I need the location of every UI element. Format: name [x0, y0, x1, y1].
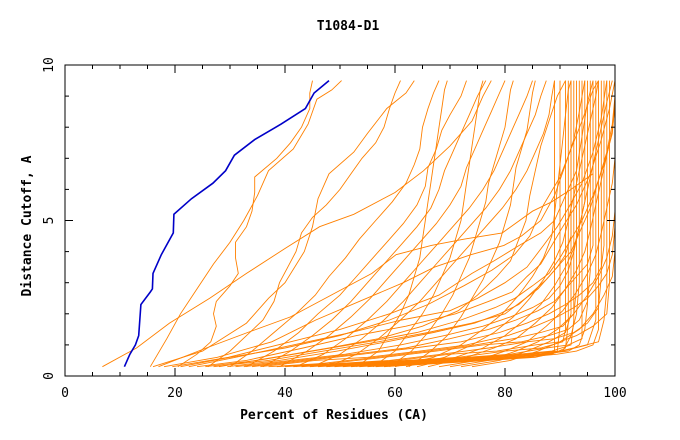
series-line-45: [427, 80, 616, 368]
x-tick-label: 20: [167, 386, 183, 401]
series-line-23: [309, 80, 583, 368]
series-line-20: [284, 80, 602, 368]
series-line-27: [342, 80, 588, 368]
x-tick-label: 60: [387, 386, 403, 401]
series-line-52: [389, 80, 514, 368]
series-line-12: [218, 80, 566, 368]
series-line-5: [163, 80, 586, 368]
series-line-10: [205, 80, 616, 368]
series-line-42: [394, 80, 572, 368]
y-tick-label: 5: [42, 217, 57, 225]
series-line-32: [383, 80, 580, 368]
series-line-31: [375, 80, 555, 368]
series-line-22: [301, 80, 566, 368]
x-tick-label: 80: [497, 386, 513, 401]
series-line-14: [235, 80, 586, 368]
y-tick-label: 0: [42, 372, 57, 380]
series-line-35: [229, 80, 440, 368]
series-line-40: [312, 80, 547, 368]
series-line-6: [172, 80, 594, 368]
series-line-53: [408, 80, 536, 368]
series-layer: [102, 79, 616, 368]
series-line-39: [295, 80, 533, 368]
series-line-50: [356, 80, 448, 368]
series-line-38: [279, 80, 506, 368]
chart-title: T1084-D1: [317, 19, 380, 34]
series-line-1: [102, 80, 492, 368]
series-line-33: [177, 80, 313, 368]
y-axis-label: Distance Cutoff, A: [20, 155, 35, 296]
series-line-19: [276, 80, 591, 368]
x-tick-label: 0: [61, 386, 69, 401]
ticks-layer: 0 20 40 60 80 100 0 5 10: [42, 57, 627, 401]
series-line-44: [416, 80, 613, 368]
series-line-7: [180, 80, 599, 368]
series-line-43: [405, 80, 599, 368]
series-line-36: [246, 80, 467, 368]
series-line-3: [152, 80, 415, 368]
series-line-51: [372, 80, 484, 368]
highlight-series-line: [123, 79, 330, 368]
x-tick-label: 100: [603, 386, 626, 401]
x-tick-label: 40: [277, 386, 293, 401]
series-line-9: [196, 80, 616, 368]
x-axis-label: Percent of Residues (CA): [240, 408, 428, 423]
series-line-18: [268, 80, 577, 368]
series-line-48: [460, 80, 572, 368]
series-line-49: [471, 80, 616, 368]
series-line-37: [262, 80, 487, 368]
series-line-21: [293, 80, 610, 368]
series-line-4: [158, 173, 594, 368]
series-line-8: [188, 80, 608, 368]
series-line-2: [149, 80, 342, 367]
series-line-26: [334, 80, 597, 368]
series-line-34: [207, 80, 401, 368]
y-tick-label: 10: [42, 57, 57, 73]
